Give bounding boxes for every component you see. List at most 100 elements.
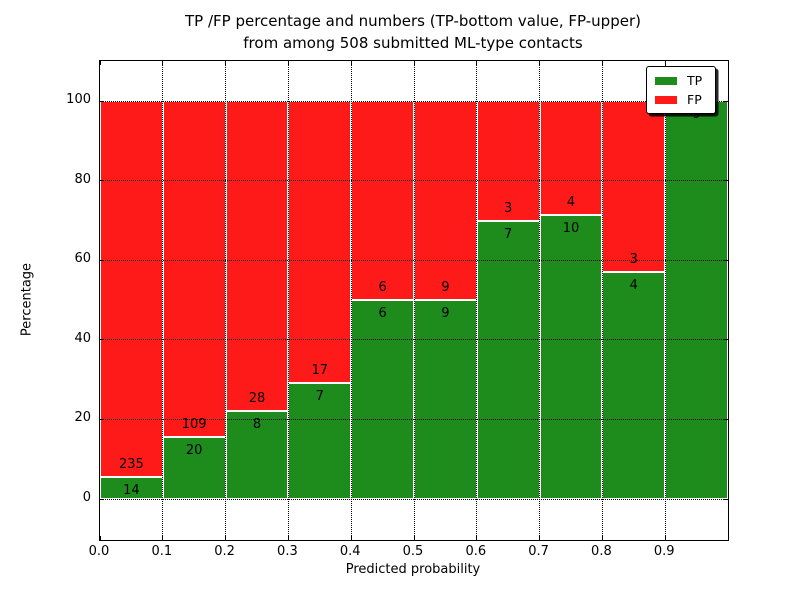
y-axis-label: Percentage — [19, 262, 35, 337]
vertical-gridline — [287, 61, 289, 540]
fp-count-label: 28 — [248, 390, 266, 406]
x-tick-label: 0.2 — [214, 544, 235, 559]
x-tick-label: 0.5 — [402, 544, 424, 559]
fp-count-label: 6 — [378, 280, 387, 296]
x-tick-mark-bottom — [287, 536, 289, 540]
x-tick-label: 0.0 — [88, 544, 110, 559]
plot-area: 235 14 109 20 28 8 17 7 6 6 9 9 3 7 4 10 3 4 9 — [99, 60, 729, 541]
fp-count-label: 17 — [311, 362, 329, 378]
y-tick-mark-left — [100, 180, 104, 182]
vertical-gridline — [601, 61, 603, 540]
vertical-gridline — [476, 61, 478, 540]
tp-count-label: 9 — [692, 107, 701, 123]
legend-label-fp: FP — [687, 92, 702, 107]
x-tick-mark-top — [601, 61, 603, 65]
y-tick-mark-left — [100, 418, 104, 420]
x-axis-label: Predicted probability — [345, 562, 481, 577]
chart-title: TP /FP percentage and numbers (TP-bottom… — [99, 10, 727, 54]
tp-count-label: 8 — [252, 416, 262, 432]
x-tick-mark-top — [99, 61, 101, 65]
y-tick-mark-left — [100, 339, 104, 341]
x-tick-mark-top — [476, 61, 478, 65]
x-tick-mark-bottom — [413, 536, 415, 540]
tp-bar-segment — [539, 214, 603, 499]
fp-bar-segment — [602, 101, 666, 272]
x-tick-mark-top — [162, 61, 164, 65]
y-tick-mark-right — [724, 100, 728, 102]
fp-count-label: 109 — [181, 417, 207, 433]
tp-bar-segment — [476, 220, 540, 500]
x-tick-mark-top — [413, 61, 415, 65]
vertical-gridline — [413, 61, 415, 540]
legend-item-fp: FP — [647, 93, 715, 106]
fp-bar-segment — [288, 101, 352, 383]
fp-legend-swatch-icon — [655, 95, 677, 104]
fp-bar-segment — [100, 101, 163, 477]
vertical-gridline — [350, 61, 352, 540]
tp-bar-segment — [665, 101, 728, 499]
tp-count-label: 14 — [123, 482, 140, 498]
x-tick-label: 0.9 — [653, 544, 675, 559]
y-tick-mark-right — [724, 339, 728, 341]
x-tick-mark-bottom — [350, 536, 352, 540]
tp-count-label: 9 — [441, 306, 450, 322]
tp-count-label: 4 — [629, 277, 638, 293]
tp-bar-segment — [351, 300, 414, 499]
x-tick-mark-bottom — [162, 536, 164, 540]
x-tick-mark-top — [664, 61, 666, 65]
y-tick-label: 40 — [74, 330, 91, 346]
y-tick-mark-right — [724, 498, 728, 500]
vertical-gridline — [539, 61, 541, 540]
tp-bar-segment — [225, 410, 289, 500]
x-tick-label: 0.7 — [528, 544, 549, 559]
fp-count-label: 235 — [118, 456, 144, 472]
y-tick-label: 60 — [74, 251, 91, 267]
y-tick-mark-left — [100, 100, 104, 102]
y-tick-label: 0 — [82, 490, 91, 506]
x-tick-mark-bottom — [664, 536, 666, 540]
fp-count-label: 4 — [566, 194, 576, 210]
tp-count-label: 6 — [378, 306, 387, 322]
fp-count-label: 3 — [629, 251, 638, 267]
x-tick-label: 0.6 — [465, 544, 487, 559]
y-tick-label: 100 — [66, 92, 91, 108]
x-tick-mark-top — [287, 61, 289, 65]
fp-bar-segment — [414, 101, 477, 301]
tp-count-label: 7 — [315, 388, 324, 404]
fp-bar-segment — [162, 101, 226, 438]
vertical-gridline — [225, 61, 227, 540]
tp-bar-segment — [288, 382, 352, 500]
x-tick-mark-top — [539, 61, 541, 65]
fp-count-label: 9 — [441, 280, 450, 296]
x-tick-mark-bottom — [225, 536, 227, 540]
tp-legend-swatch-icon — [655, 76, 677, 85]
vertical-gridline — [664, 61, 666, 540]
x-tick-label: 0.4 — [339, 544, 361, 559]
chart-title-line1: TP /FP percentage and numbers (TP-bottom… — [185, 12, 641, 30]
tp-count-label: 10 — [562, 220, 580, 236]
chart-title-line2: from among 508 submitted ML-type contact… — [243, 34, 583, 52]
vertical-gridline — [162, 61, 164, 540]
fp-count-label: 3 — [504, 200, 513, 216]
fp-bar-segment — [225, 101, 289, 411]
y-tick-label: 80 — [74, 171, 91, 187]
tp-count-label: 7 — [504, 226, 513, 242]
legend-item-tp: TP — [647, 74, 715, 87]
x-tick-label: 0.8 — [591, 544, 612, 559]
y-tick-mark-left — [100, 259, 104, 261]
x-tick-mark-top — [350, 61, 352, 65]
x-tick-mark-top — [225, 61, 227, 65]
y-tick-mark-right — [724, 180, 728, 182]
y-tick-mark-right — [724, 259, 728, 261]
y-tick-label: 20 — [74, 410, 91, 426]
y-tick-mark-left — [100, 498, 104, 500]
x-tick-mark-bottom — [99, 536, 101, 540]
x-tick-label: 0.1 — [151, 544, 173, 559]
tp-bar-segment — [162, 437, 226, 499]
x-tick-mark-bottom — [476, 536, 478, 540]
x-tick-mark-bottom — [601, 536, 603, 540]
tp-count-label: 20 — [185, 443, 203, 459]
y-tick-mark-right — [724, 418, 728, 420]
fp-bar-segment — [351, 101, 414, 301]
